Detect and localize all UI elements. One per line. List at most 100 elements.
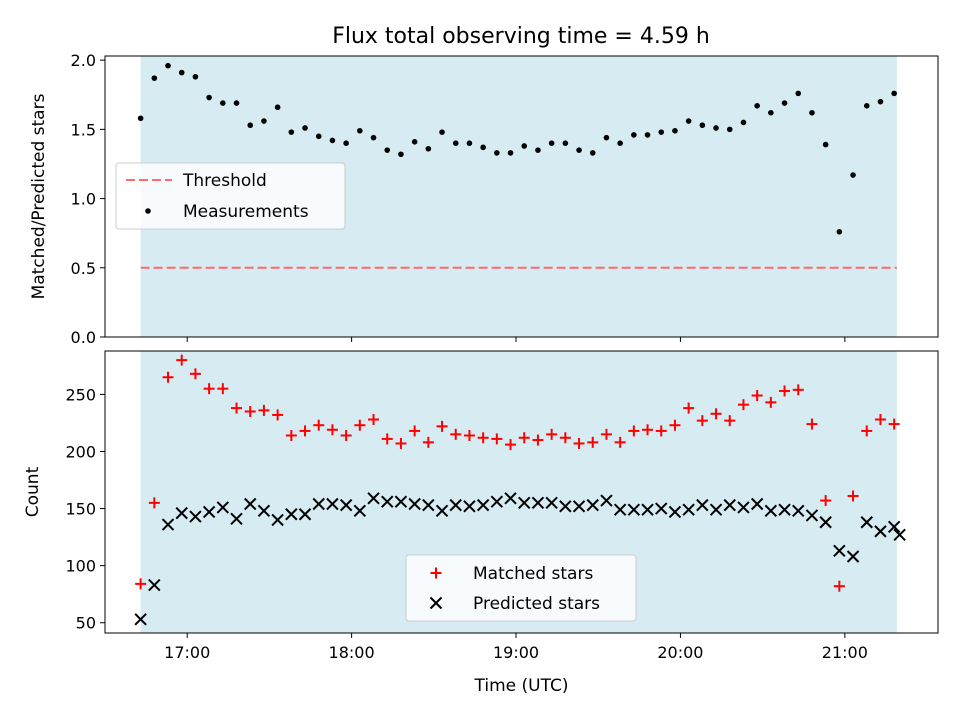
predicted-star-point-b — [792, 504, 805, 518]
measurement-point — [370, 134, 377, 141]
x-tick-label: 17:00 — [164, 643, 210, 662]
predicted-star-point — [709, 503, 723, 516]
predicted-star-point — [545, 496, 558, 510]
bottom-y-axis-label: Count — [23, 466, 43, 517]
matched-star-point — [354, 419, 366, 431]
predicted-star-point — [518, 496, 531, 510]
predicted-star-point — [559, 500, 572, 513]
matched-star-point — [546, 428, 558, 440]
predicted-star-point-b — [600, 494, 613, 507]
predicted-star-point-b — [627, 503, 641, 516]
predicted-star-point-b — [737, 501, 750, 514]
predicted-star-point — [819, 516, 832, 529]
top-y-axis-label: Matched/Predicted stars — [29, 93, 49, 299]
matched-star-point — [176, 354, 188, 366]
predicted-star-point — [339, 498, 353, 512]
top-y-tick-label: 1.0 — [71, 190, 96, 209]
measurement-point — [274, 104, 281, 111]
matched-star-point — [737, 399, 749, 411]
legend-measurements-label: Measurements — [183, 202, 309, 222]
top-legend: Threshold Measurements — [115, 162, 346, 230]
predicted-star-point-b — [805, 509, 819, 522]
predicted-star-point — [408, 497, 421, 511]
predicted-star-point — [353, 504, 367, 518]
matched-star-point — [751, 390, 763, 402]
measurement-point — [535, 147, 541, 153]
matched-star-point — [683, 402, 695, 414]
matched-star-point — [696, 415, 708, 427]
measurement-point — [644, 132, 651, 138]
matched-star-point — [724, 415, 736, 427]
predicted-star-point — [641, 503, 654, 516]
x-tick-label: 21:00 — [822, 643, 868, 662]
predicted-star-point-b — [257, 504, 271, 518]
predicted-star-point-b — [216, 501, 230, 514]
bottom-y-tick-label: 50 — [76, 614, 96, 633]
matched-star-point — [244, 406, 256, 418]
matched-star-point — [669, 419, 681, 431]
measurement-points — [137, 62, 897, 235]
predicted-star-point — [860, 516, 873, 529]
measurement-point — [357, 127, 363, 134]
top-x-axis-ticks — [186, 337, 846, 342]
predicted-star-point — [381, 495, 394, 508]
bottom-y-tick-label: 250 — [65, 385, 96, 404]
bottom-y-tick-label: 100 — [65, 557, 96, 576]
predicted-star-point-b — [709, 503, 723, 516]
top-y-tick-label: 2.0 — [71, 51, 96, 70]
predicted-star-point-b — [887, 520, 901, 534]
matched-star-point — [505, 439, 517, 451]
predicted-star-point — [682, 503, 695, 516]
predicted-star-point — [230, 512, 243, 526]
predicted-star-point-b — [367, 492, 380, 505]
legend-predicted-label: Predicted stars — [473, 594, 600, 614]
count-points — [134, 354, 906, 626]
predicted-star-point — [846, 550, 860, 563]
predicted-star-point-b — [134, 613, 147, 626]
predicted-star-point-b — [586, 498, 599, 512]
predicted-star-point-b — [422, 498, 435, 512]
predicted-star-point — [874, 525, 887, 538]
measurement-point — [343, 140, 349, 147]
predicted-star-point — [600, 494, 613, 507]
matched-star-point — [532, 434, 544, 446]
measurement-point — [329, 137, 336, 144]
x-tick-label: 20:00 — [657, 643, 703, 662]
matched-star-point — [272, 409, 284, 421]
bottom-y-axis-ticks: 50 100 150 200 250 — [65, 385, 105, 633]
predicted-star-point-b — [641, 503, 654, 516]
top-axes-frame — [104, 55, 939, 338]
predicted-star-point — [778, 503, 791, 516]
predicted-star-point — [285, 508, 298, 521]
measurement-point — [740, 119, 747, 126]
predicted-star-point — [189, 510, 202, 523]
predicted-star-point-b — [148, 578, 161, 592]
measurement-point — [713, 125, 719, 131]
predicted-star-point-b — [682, 503, 695, 516]
measurement-point — [315, 133, 322, 140]
predicted-star-point-b — [559, 500, 572, 513]
measurement-point — [672, 127, 678, 134]
chart-title: Flux total observing time = 4.59 h — [332, 24, 710, 49]
predicted-star-point-b — [298, 508, 312, 521]
legend-threshold-label: Threshold — [182, 171, 267, 191]
matched-star-point — [477, 432, 489, 444]
measurement-point — [425, 145, 432, 152]
matched-star-point — [395, 437, 407, 449]
x-tick-label: 19:00 — [493, 643, 539, 662]
top-y-tick-label: 0.0 — [71, 328, 96, 347]
matched-star-point — [792, 384, 804, 396]
predicted-star-point-b — [435, 504, 449, 518]
predicted-star-point-b — [449, 498, 462, 512]
measurement-point — [795, 90, 802, 97]
predicted-star-point-b — [326, 497, 339, 511]
predicted-star-point — [723, 498, 736, 512]
predicted-star-point — [833, 544, 846, 558]
matched-star-point — [340, 429, 352, 441]
predicted-star-point-b — [244, 497, 257, 511]
predicted-star-point-b — [572, 500, 586, 513]
predicted-star-point-b — [394, 495, 408, 508]
measurement-point — [562, 140, 569, 147]
measurement-point — [261, 118, 267, 124]
matched-star-point — [888, 418, 900, 430]
